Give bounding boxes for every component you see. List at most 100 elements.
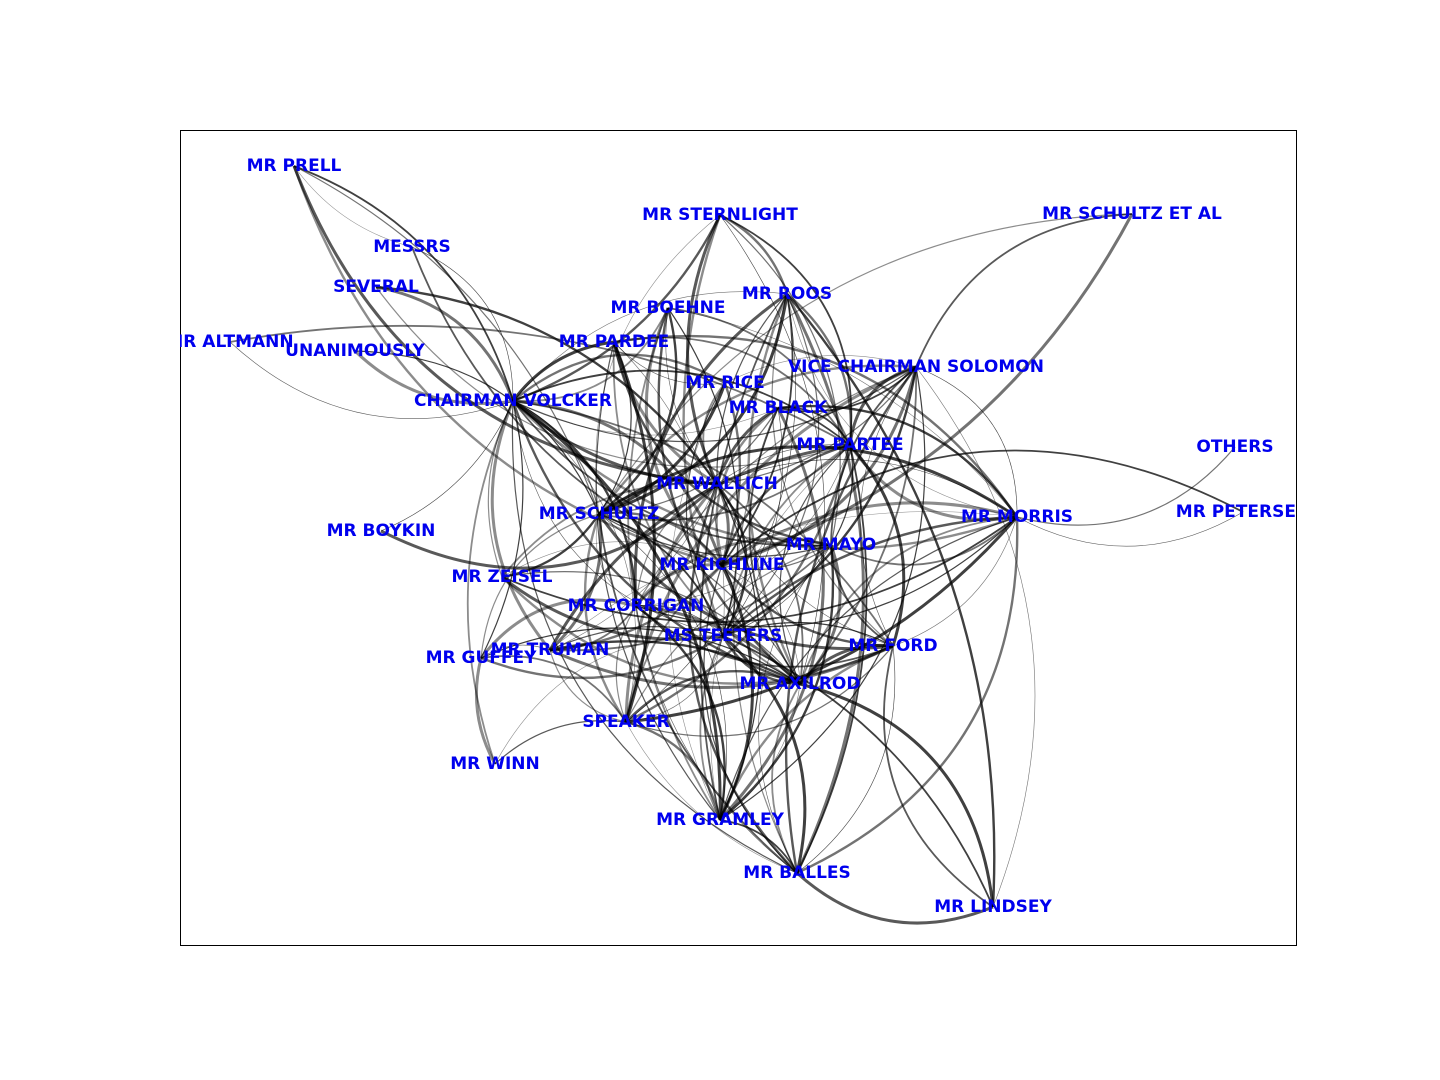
edge-mr-wallich--mr-axilrod [716, 483, 804, 685]
edge-mr-schultz--speaker [583, 513, 627, 723]
edge-mr-partee--mr-balles [796, 444, 868, 874]
node-label-mr-mayo: MR MAYO [786, 535, 877, 555]
edge-others--mr-morris [1016, 446, 1236, 526]
node-label-messrs: MESSRS [373, 237, 451, 257]
edge-mr-sternlight--ms-teeters [682, 214, 725, 637]
edge-mr-partee--mr-wallich [716, 444, 851, 485]
edge-mr-pardee--mr-mayo [612, 341, 832, 547]
edge-mr-ford--mr-truman [549, 644, 894, 689]
edge-mr-ford--mr-balles [796, 645, 896, 874]
edge-mr-partee--mr-truman [548, 443, 851, 651]
edge-mr-morris--mr-zeisel [501, 516, 1018, 623]
edge-mr-guffey--speaker [480, 655, 627, 723]
edge-vice-chairman-solomon--mr-corrigan [635, 366, 917, 607]
edge-chairman-volcker--mr-truman [490, 400, 552, 651]
edge-mr-sternlight--mr-roos [719, 213, 789, 295]
edge-several--chairman-volcker [375, 285, 515, 402]
edge-chairman-volcker--mr-balles [511, 400, 798, 874]
edge-mr-morris--mr-kichline [721, 501, 1018, 567]
edge-mr-prell--mr-schultz [293, 165, 600, 515]
edge-mr-rice--mr-schultz [598, 382, 727, 516]
edge-mr-mayo--mr-gramley [719, 544, 835, 821]
edge-mr-axilrod--speaker [625, 669, 801, 723]
edge-mr-pardee--mr-morris [613, 334, 1018, 518]
edge-speaker--mr-winn [494, 720, 627, 765]
edge-chairman-volcker--mr-sternlight [512, 214, 722, 403]
edge-mr-axilrod--mr-balles [771, 683, 801, 874]
edge-mr-kichline--mr-zeisel [501, 541, 723, 578]
edge-speaker--mr-gramley [625, 720, 722, 821]
edge-ms-teeters--mr-guffey [480, 634, 724, 680]
edge-mr-mayo--mr-balles [758, 544, 832, 874]
edge-mr-partee--mr-ford [848, 444, 906, 647]
edge-mr-black--mr-balles [733, 407, 798, 874]
node-label-mr-balles: MR BALLES [743, 863, 851, 883]
edge-mr-morris--mr-ford [892, 516, 1018, 647]
edge-mr-sternlight--mr-partee [719, 214, 853, 446]
edge-mr-pardee--ms-teeters [613, 341, 725, 637]
edge-mr-kichline--speaker [625, 564, 723, 723]
edge-mr-corrigan--mr-guffey [479, 598, 637, 659]
node-label-others: OTHERS [1196, 437, 1273, 457]
edge-mr-prell--chairman-volcker [293, 165, 514, 402]
edge-mr-morris--mr-truman [549, 511, 1018, 651]
edge-mr-pardee--mr-gramley [595, 341, 721, 821]
edge-mr-rice--mr-wallich [702, 382, 726, 485]
edge-mr-roos--mr-gramley [699, 293, 788, 821]
edge-mr-wallich--mr-corrigan [635, 483, 718, 607]
edge-mr-schultz--mr-gramley [598, 513, 727, 821]
edge-mr-corrigan--mr-ford [635, 605, 894, 668]
edge-mr-roos--mr-schultz [598, 293, 789, 516]
edge-mr-altmann--mr-partee [229, 324, 851, 446]
edge-mr-partee--mr-corrigan [635, 444, 851, 607]
node-label-ms-teeters: MS TEETERS [664, 626, 782, 646]
edge-mr-schultz--mr-corrigan [595, 513, 637, 607]
edge-chairman-volcker--mr-zeisel [487, 400, 514, 578]
edge-mr-balles--mr-lindsey [795, 871, 994, 925]
edge-mr-zeisel--mr-axilrod [501, 571, 801, 685]
edge-mr-mayo--mr-truman [549, 544, 832, 652]
edge-mr-roos--mr-morris [786, 293, 1018, 518]
edge-mr-guffey--mr-winn [474, 657, 497, 765]
edge-vice-chairman-solomon--mr-morris [915, 366, 1018, 518]
node-label-mr-altmann: MR ALTMANN [166, 332, 293, 352]
node-label-vice-chairman-solomon: VICE CHAIRMAN SOLOMON [788, 357, 1044, 377]
node-label-mr-rice: MR RICE [685, 373, 764, 393]
edge-ms-teeters--mr-gramley [699, 635, 724, 821]
labels-layer: MR PRELL MESSRS SEVERAL MR ALTMANNUNANIMOUS… [166, 156, 1297, 917]
edge-mr-rice--mr-gramley [668, 382, 726, 821]
edge-mr-black--mr-axilrod [748, 407, 801, 685]
node-label-mr-prell: MR PRELL [247, 156, 342, 176]
edge-vice-chairman-solomon--mr-balles [784, 366, 917, 874]
edge-ms-teeters--mr-lindsey [722, 635, 994, 908]
edge-vice-chairman-solomon--mr-schultz [598, 364, 917, 515]
edge-mr-corrigan--mr-axilrod [635, 604, 802, 686]
edge-ms-teeters--mr-ford [722, 621, 894, 647]
edge-mr-sternlight--mr-axilrod [719, 214, 825, 685]
edge-mr-mayo--mr-kichline [721, 544, 832, 571]
edge-mr-schultz--mr-axilrod [598, 513, 801, 685]
edge-chairman-volcker--mr-corrigan [512, 399, 638, 607]
edge-mr-mayo--speaker [625, 544, 832, 723]
edge-chairman-volcker--mr-guffey [480, 400, 524, 659]
node-label-mr-ford: MR FORD [848, 636, 937, 656]
edge-mr-sternlight--mr-wallich [686, 214, 722, 485]
node-label-mr-sternlight: MR STERNLIGHT [642, 205, 798, 225]
node-label-mr-schultz: MR SCHULTZ [539, 504, 660, 524]
node-label-mr-axilrod: MR AXILROD [739, 674, 860, 694]
edge-chairman-volcker--mr-gramley [512, 399, 722, 821]
edge-mr-corrigan--mr-balles [635, 605, 798, 874]
edge-mr-schultz--mr-ford [597, 513, 894, 651]
edge-mr-prell--messrs [293, 165, 413, 248]
edge-mr-zeisel--ms-teeters [501, 575, 724, 641]
edge-ms-teeters--mr-truman [549, 626, 724, 651]
edge-several--mr-wallich [375, 285, 718, 485]
edge-chairman-volcker--mr-morris [512, 400, 1018, 550]
node-label-speaker: SPEAKER [582, 712, 669, 732]
edge-mr-kichline--mr-ford [721, 564, 894, 648]
edge-mr-boehne--mr-kichline [644, 307, 724, 567]
edge-unanimously--chairman-volcker [353, 349, 514, 405]
edge-mr-morris--ms-teeters [722, 515, 1018, 637]
edge-mr-mayo--ms-teeters [722, 544, 832, 637]
node-label-mr-schultz-et-al: MR SCHULTZ ET AL [1042, 204, 1222, 224]
